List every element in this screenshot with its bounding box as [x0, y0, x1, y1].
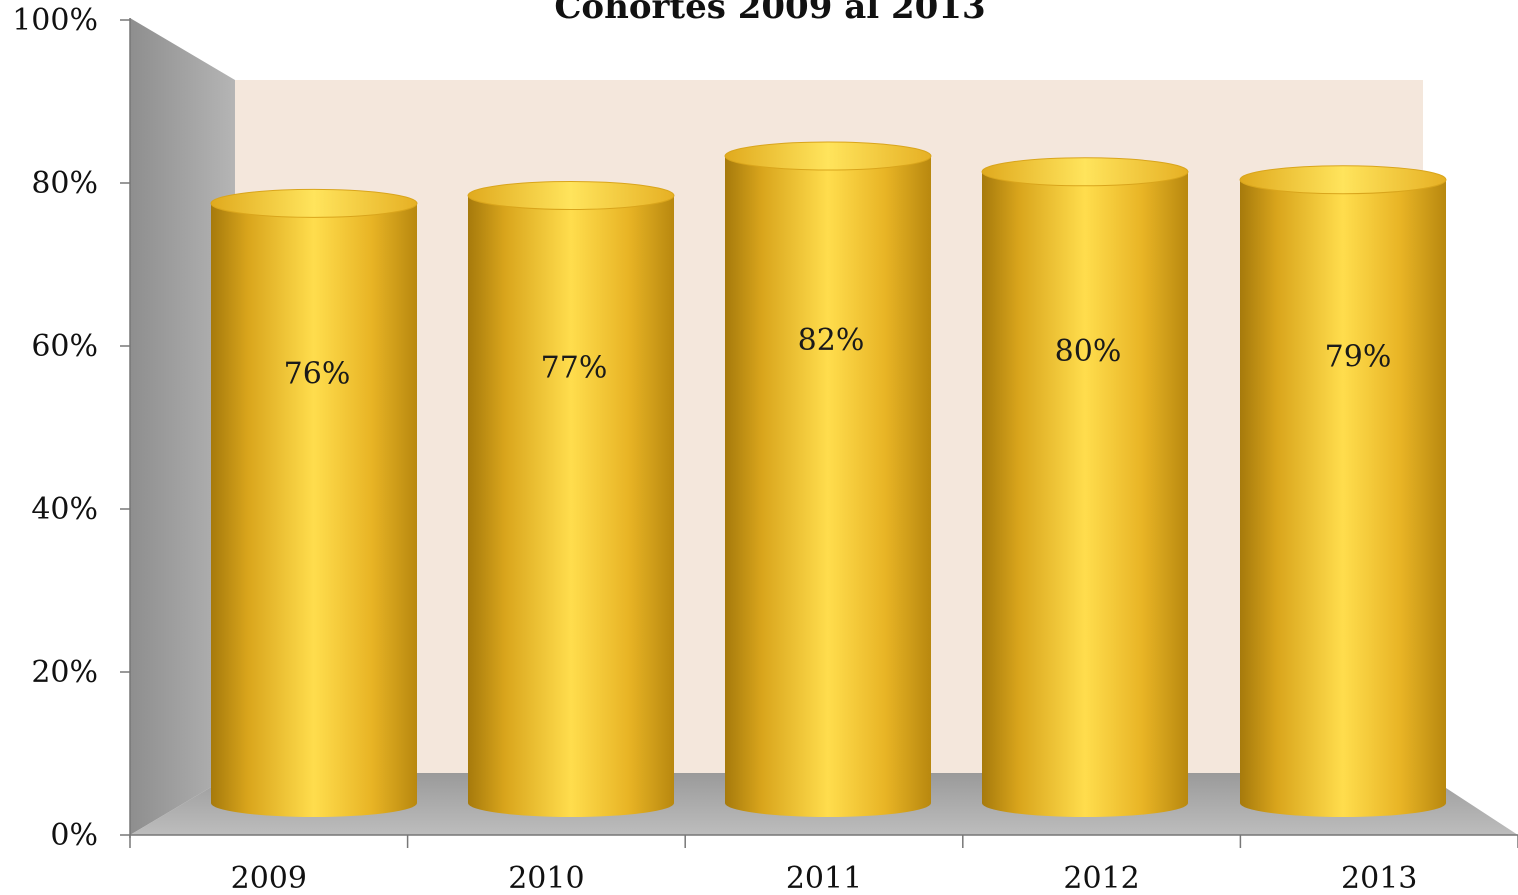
- bar-body: [982, 171, 1188, 818]
- bar-cap: [210, 188, 418, 218]
- y-tick-label: 60%: [31, 329, 98, 364]
- y-tick-label: 0%: [50, 818, 98, 853]
- y-tick-label: 40%: [31, 492, 98, 527]
- chart-title: Cohortes 2009 al 2013: [554, 0, 985, 27]
- x-tick-label: 2011: [786, 861, 862, 895]
- x-axis-ticks: 2009 2010 2011 2012 2013: [129, 835, 1518, 895]
- data-label: 82%: [798, 323, 865, 358]
- x-tick-label: 2012: [1063, 861, 1139, 895]
- x-tick-label: 2010: [508, 861, 584, 895]
- y-tick-label: 100%: [12, 3, 98, 38]
- bar: [467, 180, 675, 818]
- y-tick-label: 20%: [31, 655, 98, 690]
- bar-cap: [467, 180, 675, 210]
- data-label: 76%: [284, 356, 351, 391]
- bar-body: [211, 203, 417, 818]
- bar: [1239, 165, 1447, 817]
- bar-cap: [1239, 165, 1447, 195]
- bar-body: [1240, 179, 1446, 817]
- data-label: 77%: [541, 351, 608, 386]
- data-label: 79%: [1325, 340, 1392, 375]
- bar: [981, 157, 1189, 818]
- bar: [210, 188, 418, 818]
- y-tick-label: 80%: [31, 166, 98, 201]
- x-tick-label: 2009: [231, 861, 307, 895]
- bar-cap: [981, 157, 1189, 187]
- side-wall: [130, 18, 235, 835]
- y-axis-ticks: 0% 20% 40% 60% 80% 100%: [12, 3, 130, 853]
- bars-group: [210, 141, 1447, 818]
- x-tick-label: 2013: [1341, 861, 1417, 895]
- bar-cap: [724, 141, 932, 171]
- bar-body: [468, 195, 674, 818]
- data-labels-group: 76% 77% 82% 80% 79%: [284, 323, 1392, 391]
- bar: [724, 141, 932, 817]
- bar-body: [725, 156, 931, 817]
- data-label: 80%: [1055, 334, 1122, 369]
